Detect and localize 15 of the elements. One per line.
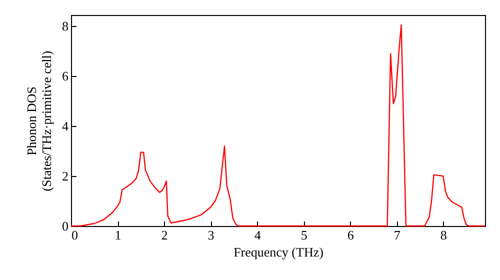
x-tick-label: 3 <box>208 228 214 242</box>
x-tick-label: 6 <box>347 228 354 242</box>
line-series <box>70 24 486 227</box>
y-tick-label: 8 <box>62 18 68 34</box>
x-tick-label: 7 <box>394 228 401 242</box>
x-axis-title: Frequency (THz) <box>234 244 324 260</box>
y-tick-label: 4 <box>62 118 69 134</box>
x-tick-label: 8 <box>440 228 447 242</box>
x-tick-label: 1 <box>114 228 122 242</box>
y-axis-title: Phonon DOS (States/THz·primitive cell) <box>24 50 54 192</box>
y-tick-label: 2 <box>62 168 68 184</box>
x-tick-label: 4 <box>254 228 262 242</box>
x-tick-label: 2 <box>161 228 168 242</box>
x-tick-label: 5 <box>300 228 308 242</box>
y-tick-label: 6 <box>62 68 69 84</box>
